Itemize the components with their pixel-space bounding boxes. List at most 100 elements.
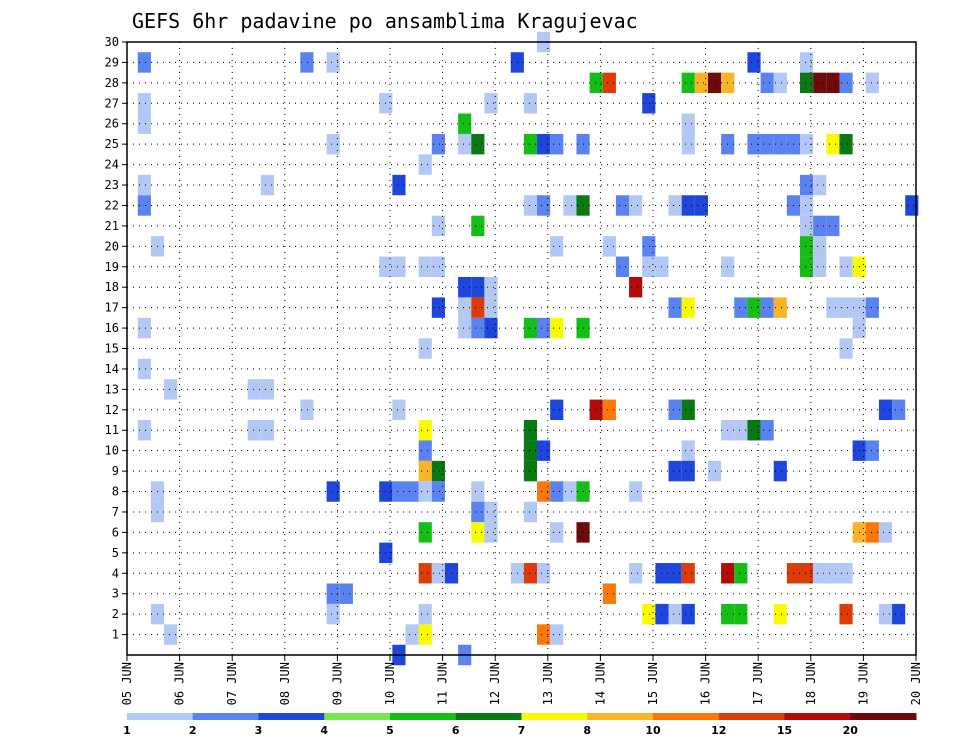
heatmap-cell xyxy=(523,563,538,584)
heatmap-cell xyxy=(458,317,472,339)
heatmap-cell xyxy=(418,154,432,175)
heatmap-cell xyxy=(300,52,314,73)
heatmap-cell xyxy=(537,481,551,502)
legend-swatch xyxy=(324,713,391,720)
legend-swatch xyxy=(521,713,588,720)
heatmap-cell xyxy=(589,399,603,421)
heatmap-cell xyxy=(326,583,340,604)
y-axis: 1234567891011121314151617181920212223242… xyxy=(105,35,127,642)
heatmap-cell xyxy=(418,563,432,584)
heatmap-cell xyxy=(523,460,538,482)
y-tick-label: 8 xyxy=(112,485,119,499)
x-tick-label: 14 JUN xyxy=(593,662,607,705)
heatmap-cell xyxy=(418,256,432,277)
heatmap-cell xyxy=(326,481,340,502)
heatmap-cell xyxy=(681,603,695,625)
y-tick-label: 12 xyxy=(105,403,119,417)
heatmap-cell xyxy=(668,297,682,318)
heatmap-cell xyxy=(707,72,722,94)
heatmap-cell xyxy=(615,256,630,277)
heatmap-cell xyxy=(760,297,774,318)
heatmap-cell xyxy=(247,379,261,400)
heatmap-cell xyxy=(839,72,853,94)
heatmap-cell xyxy=(826,297,840,318)
heatmap-cell xyxy=(602,583,616,604)
heatmap-cell xyxy=(668,399,682,421)
heatmap-cell xyxy=(418,522,432,543)
heatmap-cell xyxy=(431,460,445,482)
heatmap-cell xyxy=(773,603,787,625)
heatmap-cell xyxy=(471,522,485,543)
heatmap-cell xyxy=(839,603,853,625)
y-tick-label: 2 xyxy=(112,607,119,621)
heatmap-cell xyxy=(137,195,151,216)
heatmap-cell xyxy=(800,563,814,584)
legend-swatch xyxy=(850,713,917,720)
heatmap-cell xyxy=(537,563,551,584)
heatmap-cell xyxy=(878,399,893,421)
heatmap-cell xyxy=(800,236,814,257)
legend-label: 15 xyxy=(777,724,792,737)
legend-label: 10 xyxy=(645,724,661,737)
heatmap-cell xyxy=(458,297,472,318)
heatmap-cell xyxy=(458,133,472,155)
heatmap-cell xyxy=(707,460,722,482)
x-tick-label: 17 JUN xyxy=(751,662,765,705)
heatmap-cell xyxy=(137,52,151,73)
heatmap-cell xyxy=(878,522,893,543)
heatmap-cell xyxy=(826,563,840,584)
x-tick-label: 16 JUN xyxy=(699,662,713,705)
heatmap-cell xyxy=(668,195,682,216)
legend-label: 4 xyxy=(320,724,328,737)
heatmap-cell xyxy=(681,113,695,134)
heatmap-cell xyxy=(668,460,682,482)
heatmap-cell xyxy=(537,317,551,339)
heatmap-cell xyxy=(392,481,406,502)
heatmap-cell xyxy=(326,603,340,625)
gridlines xyxy=(127,42,916,655)
heatmap-cell xyxy=(137,420,151,441)
y-tick-label: 21 xyxy=(105,219,119,233)
heatmap-cell xyxy=(760,133,774,155)
heatmap-cell xyxy=(839,256,853,277)
heatmap-cell xyxy=(550,236,564,257)
heatmap-cell xyxy=(760,72,774,94)
heatmap-cell xyxy=(260,174,275,196)
heatmap-cell xyxy=(878,603,893,625)
heatmap-cell xyxy=(431,256,445,277)
heatmap-cell xyxy=(484,501,498,523)
y-tick-label: 7 xyxy=(112,505,119,519)
heatmap-cell xyxy=(392,399,406,421)
heatmap-cell xyxy=(523,317,538,339)
heatmap-cell xyxy=(826,72,840,94)
heatmap-cell xyxy=(734,297,748,318)
heatmap-cell xyxy=(800,256,814,277)
heatmap-cell xyxy=(629,563,643,584)
heatmap-cell xyxy=(550,399,564,421)
heatmap-cell xyxy=(865,440,879,461)
legend-swatch xyxy=(718,713,785,720)
heatmap-cell xyxy=(681,563,695,584)
y-tick-label: 5 xyxy=(112,546,119,560)
heatmap-cell xyxy=(773,72,787,94)
heatmap-cell xyxy=(773,460,787,482)
heatmap-cell xyxy=(839,563,853,584)
heatmap-cell xyxy=(865,72,879,94)
heatmap-cell xyxy=(813,215,827,237)
heatmap-cell xyxy=(458,113,472,134)
heatmap-cell xyxy=(523,133,538,155)
heatmap-cell xyxy=(642,93,656,114)
y-tick-label: 22 xyxy=(105,198,119,212)
heatmap-cell xyxy=(537,133,551,155)
heatmap-cell xyxy=(418,481,432,502)
heatmap-cell xyxy=(137,174,151,196)
x-tick-label: 19 JUN xyxy=(856,662,870,705)
legend-label: 1 xyxy=(123,724,131,737)
heatmap-cell xyxy=(537,624,551,645)
heatmap-cell xyxy=(839,133,853,155)
heatmap-cell xyxy=(392,174,406,196)
y-tick-label: 11 xyxy=(105,423,119,437)
legend-swatch xyxy=(258,713,325,720)
heatmap-cell xyxy=(773,133,787,155)
